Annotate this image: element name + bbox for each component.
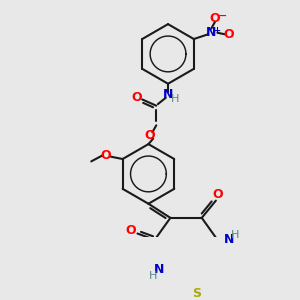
Text: N: N: [224, 233, 234, 246]
Text: O: O: [100, 148, 111, 162]
Text: O: O: [223, 28, 234, 41]
Text: O: O: [210, 12, 220, 25]
Text: −: −: [218, 11, 227, 20]
Text: O: O: [145, 129, 155, 142]
Text: O: O: [212, 188, 223, 201]
Text: H: H: [149, 271, 157, 281]
Text: H: H: [230, 230, 239, 240]
Text: +: +: [213, 26, 220, 35]
Text: O: O: [131, 92, 142, 104]
Text: H: H: [171, 94, 179, 103]
Text: N: N: [163, 88, 173, 101]
Text: O: O: [126, 224, 136, 237]
Text: S: S: [193, 286, 202, 300]
Text: N: N: [206, 26, 216, 39]
Text: N: N: [154, 263, 164, 276]
